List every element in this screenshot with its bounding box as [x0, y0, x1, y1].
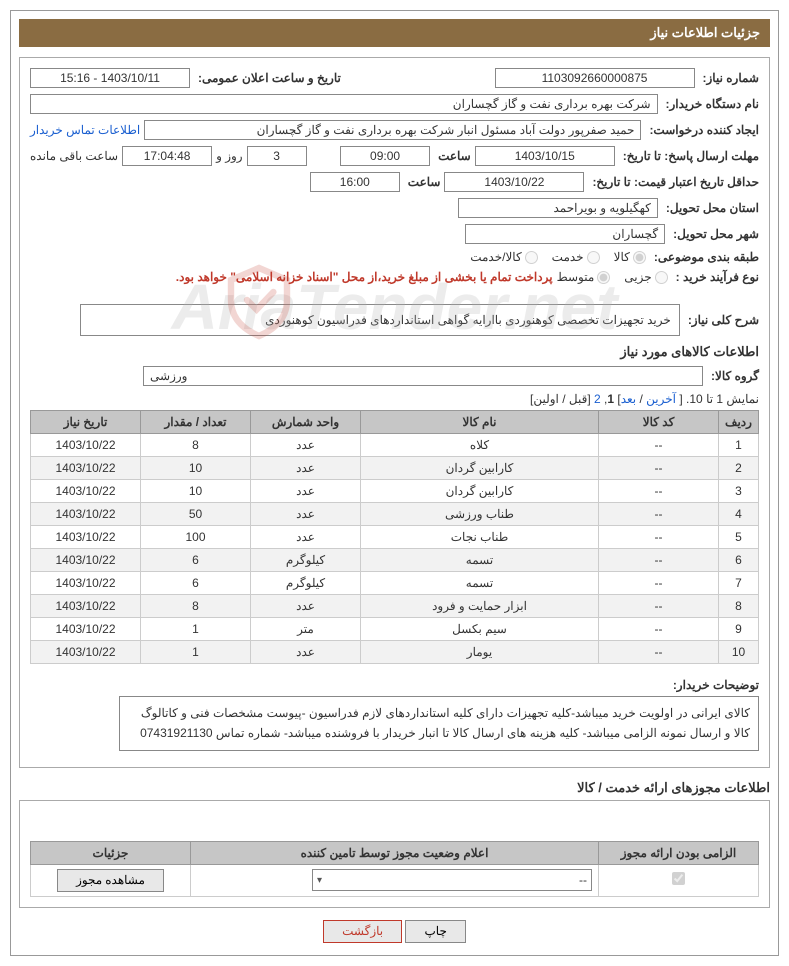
- process-option-minor[interactable]: جزیی: [624, 270, 667, 284]
- validity-time: 16:00: [310, 172, 400, 192]
- table-row: 10--یومارعدد11403/10/22: [31, 641, 759, 664]
- table-pager: نمایش 1 تا 10. [ آخرین / بعد] 1, 2 [قبل …: [30, 392, 759, 406]
- province-value: کهگیلویه و بویراحمد: [458, 198, 658, 218]
- deadline-time: 09:00: [340, 146, 430, 166]
- permit-col-status: اعلام وضعیت مجوز توسط تامین کننده: [191, 841, 599, 864]
- req-number-label: شماره نیاز:: [703, 71, 759, 85]
- items-heading: اطلاعات کالاهای مورد نیاز: [30, 344, 759, 360]
- table-row: 2--کارابین گردانعدد101403/10/22: [31, 457, 759, 480]
- deadline-label: مهلت ارسال پاسخ: تا تاریخ:: [623, 149, 759, 163]
- category-radio-group: کالا خدمت کالا/خدمت: [470, 250, 646, 264]
- pager-next-link[interactable]: بعد: [621, 392, 636, 406]
- category-label: طبقه بندی موضوعی:: [654, 250, 759, 264]
- validity-time-label: ساعت: [408, 175, 441, 189]
- summary-label: شرح کلی نیاز:: [688, 313, 759, 327]
- requester-value: حمید صفرپور دولت آباد مسئول انبار شرکت ب…: [144, 120, 641, 140]
- group-label: گروه کالا:: [711, 369, 759, 383]
- main-container: جزئیات اطلاعات نیاز شماره نیاز: 11030926…: [10, 10, 779, 956]
- requester-label: ایجاد کننده درخواست:: [649, 123, 759, 137]
- details-section: شماره نیاز: 1103092660000875 تاریخ و ساع…: [19, 57, 770, 768]
- items-table: ردیفکد کالانام کالاواحد شمارشتعداد / مقد…: [30, 410, 759, 664]
- city-label: شهر محل تحویل:: [673, 227, 759, 241]
- buyer-notes-text: کالای ایرانی در اولویت خرید میباشد-کلیه …: [119, 696, 759, 751]
- hours-suffix: ساعت باقی مانده: [30, 149, 118, 163]
- permit-status-select[interactable]: -- ▾: [312, 869, 592, 891]
- announce-value: 1403/10/11 - 15:16: [30, 68, 190, 88]
- announce-label: تاریخ و ساعت اعلان عمومی:: [198, 71, 341, 85]
- footer-buttons: چاپ بازگشت: [19, 908, 770, 947]
- summary-text: خرید تجهیزات تخصصی کوهنوردی باارایه گواه…: [80, 304, 680, 336]
- items-col-5: تاریخ نیاز: [31, 411, 141, 434]
- page-title: جزئیات اطلاعات نیاز: [650, 25, 760, 40]
- days-remaining: 3: [247, 146, 307, 166]
- permit-col-mandatory: الزامی بودن ارائه مجوز: [599, 841, 759, 864]
- process-note: پرداخت تمام یا بخشی از مبلغ خرید،از محل …: [176, 270, 553, 284]
- permit-col-details: جزئیات: [31, 841, 191, 864]
- buyer-notes-label: توضیحات خریدار:: [673, 678, 759, 692]
- table-row: 6--تسمهکیلوگرم61403/10/22: [31, 549, 759, 572]
- table-row: 4--طناب ورزشیعدد501403/10/22: [31, 503, 759, 526]
- deadline-time-label: ساعت: [438, 149, 471, 163]
- table-row: 3--کارابین گردانعدد101403/10/22: [31, 480, 759, 503]
- chevron-down-icon: ▾: [317, 875, 322, 886]
- items-col-0: ردیف: [719, 411, 759, 434]
- permits-section: الزامی بودن ارائه مجوز اعلام وضعیت مجوز …: [19, 800, 770, 908]
- permit-mandatory-checkbox: [672, 872, 685, 885]
- table-row: 7--تسمهکیلوگرم61403/10/22: [31, 572, 759, 595]
- days-suffix: روز و: [216, 149, 243, 163]
- pager-page-2[interactable]: 2: [594, 392, 601, 406]
- process-radio-group: جزیی متوسط: [557, 270, 668, 284]
- deadline-date: 1403/10/15: [475, 146, 615, 166]
- process-label: نوع فرآیند خرید :: [676, 270, 759, 284]
- buyer-contact-link[interactable]: اطلاعات تماس خریدار: [30, 123, 140, 137]
- view-permit-button[interactable]: مشاهده مجوز: [57, 869, 164, 892]
- category-option-goods[interactable]: کالا: [614, 250, 646, 264]
- page-title-bar: جزئیات اطلاعات نیاز: [19, 19, 770, 47]
- items-col-3: واحد شمارش: [251, 411, 361, 434]
- buyer-org-label: نام دستگاه خریدار:: [666, 97, 760, 111]
- back-button[interactable]: بازگشت: [323, 920, 402, 943]
- items-col-2: نام کالا: [361, 411, 599, 434]
- permit-row: -- ▾ مشاهده مجوز: [31, 864, 759, 896]
- permits-table: الزامی بودن ارائه مجوز اعلام وضعیت مجوز …: [30, 841, 759, 897]
- process-option-medium[interactable]: متوسط: [557, 270, 611, 284]
- print-button[interactable]: چاپ: [405, 920, 465, 943]
- req-number-value: 1103092660000875: [495, 68, 695, 88]
- group-value: ورزشی: [143, 366, 703, 386]
- category-option-service[interactable]: خدمت: [552, 250, 600, 264]
- permits-heading: اطلاعات مجوزهای ارائه خدمت / کالا: [19, 780, 770, 796]
- table-row: 5--طناب نجاتعدد1001403/10/22: [31, 526, 759, 549]
- validity-label: حداقل تاریخ اعتبار قیمت: تا تاریخ:: [592, 175, 759, 189]
- table-row: 9--سیم بکسلمتر11403/10/22: [31, 618, 759, 641]
- table-row: 1--کلاهعدد81403/10/22: [31, 434, 759, 457]
- hours-remaining: 17:04:48: [122, 146, 212, 166]
- pager-last-link[interactable]: آخرین: [646, 392, 676, 406]
- validity-date: 1403/10/22: [444, 172, 584, 192]
- buyer-org-value: شرکت بهره برداری نفت و گاز گچساران: [30, 94, 658, 114]
- items-col-1: کد کالا: [599, 411, 719, 434]
- city-value: گچساران: [465, 224, 665, 244]
- category-option-both[interactable]: کالا/خدمت: [470, 250, 537, 264]
- province-label: استان محل تحویل:: [666, 201, 759, 215]
- table-row: 8--ابزار حمایت و فرودعدد81403/10/22: [31, 595, 759, 618]
- items-col-4: تعداد / مقدار: [141, 411, 251, 434]
